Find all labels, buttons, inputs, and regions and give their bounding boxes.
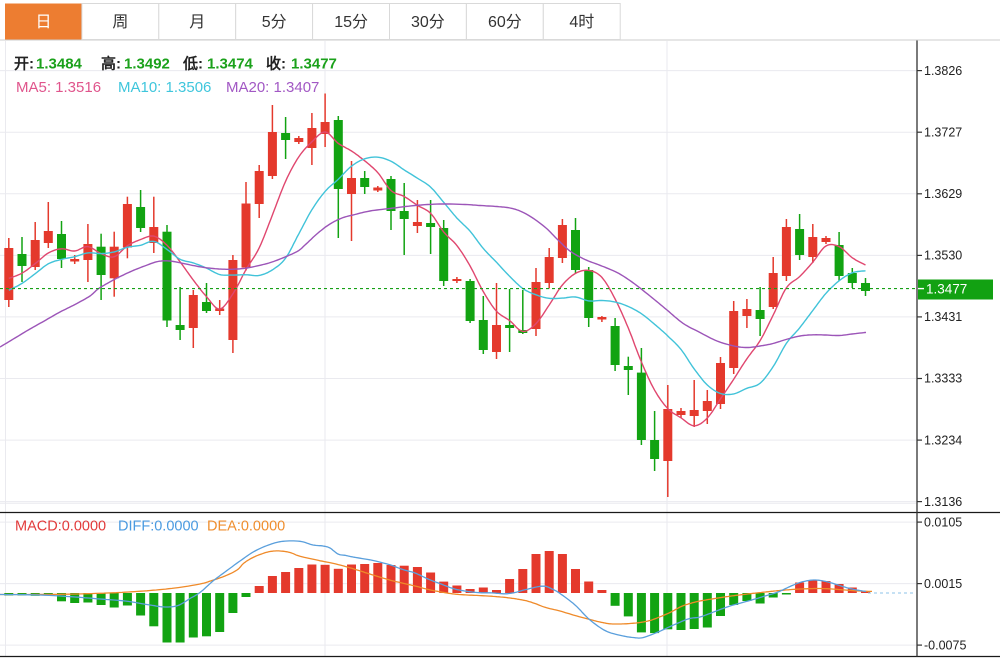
svg-text:5分: 5分: [262, 13, 287, 31]
svg-text:1.3826: 1.3826: [924, 64, 962, 78]
svg-text:周: 周: [112, 14, 128, 31]
svg-text:1.3431: 1.3431: [924, 310, 962, 324]
svg-text:60分: 60分: [488, 13, 522, 31]
svg-text:MA10: 1.3506: MA10: 1.3506: [118, 79, 211, 96]
svg-text:1.3484: 1.3484: [36, 56, 83, 73]
svg-text:1.3333: 1.3333: [924, 372, 962, 386]
svg-text:月: 月: [189, 14, 205, 31]
svg-text:1.3530: 1.3530: [924, 249, 962, 263]
svg-text:开:: 开:: [14, 56, 34, 73]
svg-text:低:: 低:: [182, 55, 203, 73]
svg-text:0.0015: 0.0015: [924, 577, 962, 591]
svg-text:1.3136: 1.3136: [924, 495, 962, 509]
svg-text:1.3477: 1.3477: [926, 282, 967, 297]
svg-text:1.3234: 1.3234: [924, 433, 962, 447]
svg-text:MA20: 1.3407: MA20: 1.3407: [226, 79, 319, 96]
svg-text:MA5: 1.3516: MA5: 1.3516: [16, 79, 101, 96]
svg-text:1.3727: 1.3727: [924, 125, 962, 139]
svg-text:-0.0075: -0.0075: [924, 638, 966, 652]
svg-text:收:: 收:: [266, 55, 286, 73]
svg-text:DIFF:0.0000: DIFF:0.0000: [118, 519, 199, 535]
svg-text:30分: 30分: [411, 13, 445, 31]
svg-text:1.3492: 1.3492: [124, 56, 170, 73]
svg-text:1.3474: 1.3474: [207, 56, 254, 73]
svg-text:0.0105: 0.0105: [924, 515, 962, 529]
svg-text:DEA:0.0000: DEA:0.0000: [207, 519, 285, 535]
svg-text:高:: 高:: [101, 55, 121, 73]
svg-text:日: 日: [35, 14, 51, 31]
svg-text:1.3629: 1.3629: [924, 187, 962, 201]
svg-text:MACD:0.0000: MACD:0.0000: [15, 519, 106, 535]
svg-text:4时: 4时: [569, 13, 594, 31]
svg-text:15分: 15分: [334, 13, 368, 31]
svg-text:1.3477: 1.3477: [291, 56, 337, 73]
